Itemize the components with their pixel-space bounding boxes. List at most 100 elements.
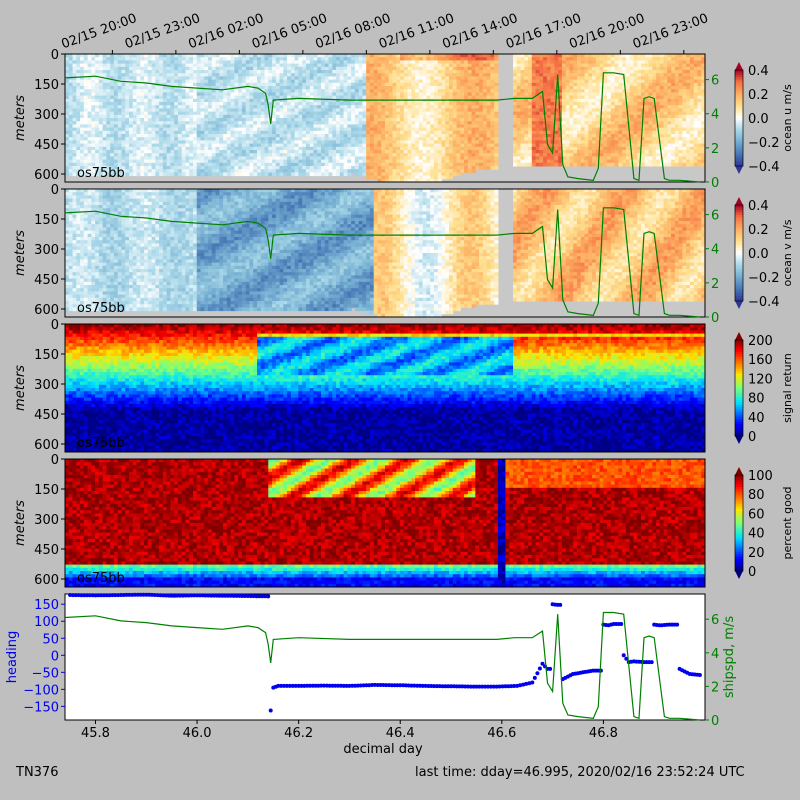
y-tick-label: 600 [34,438,59,453]
x-tick-label: 46.0 [183,726,212,741]
colorbar-tick-label: −0.2 [748,271,780,286]
y-tick-label: 0 [51,48,59,63]
colorbar-tick-label: 20 [748,546,765,561]
panels: 0150300450600metersos75bb64200.40.20.0−0… [5,48,794,757]
heading-point [558,603,562,607]
heading-point [269,709,273,713]
right-tick-label: 4 [711,108,719,123]
colorbar-tick-label: 120 [748,372,773,387]
colorbar-tick-label: 100 [748,469,773,484]
last-time-label: last time: dday=46.995, 2020/02/16 23:52… [415,765,745,780]
cruise-label: TN376 [16,765,58,780]
y-tick-label: 450 [34,138,59,153]
colorbar-max-arrow [735,197,743,205]
colorbar-tick-label: 40 [748,527,765,542]
heading-point [619,622,623,626]
colorbar-min-arrow [735,571,743,579]
y-tick-label: 600 [34,168,59,183]
colorbar-tick-label: −0.2 [748,136,780,151]
heading-point [548,667,552,671]
instrument-label: os75bb [77,166,125,181]
colorbar-tick-label: 40 [748,411,765,426]
colorbar-max-arrow [735,332,743,340]
colorbar-label: signal return [781,353,794,423]
colorbar-tick-label: 0 [748,565,756,580]
panel-v: 0150300450600metersos75bb64200.40.20.0−0… [13,183,794,326]
heading-point [266,594,270,598]
right-tick-label: 2 [711,142,719,157]
colorbar-tick-label: 80 [748,488,765,503]
heading-point [538,667,542,671]
x-tick-label: 45.8 [81,726,110,741]
y-tick-label: 150 [34,78,59,93]
y-tick-label: 150 [34,213,59,228]
y-tick-label: 450 [34,273,59,288]
heading-point [622,653,626,657]
y-tick-label: 600 [34,573,59,588]
colorbar-min-arrow [735,166,743,174]
x-axis-label: decimal day [343,742,423,757]
y-tick-label: 0 [51,318,59,333]
y-tick-label: −150 [23,700,59,715]
colorbar-tick-label: 0.2 [748,88,769,103]
right-tick-label: 2 [711,680,719,695]
colorbar-tick-label: 0.0 [748,112,769,127]
right-tick-label: 0 [711,176,719,191]
colorbar-label: ocean v m/s [781,219,794,286]
y-tick-label: 600 [34,303,59,318]
colorbar-tick-label: 0 [748,430,756,445]
x-tick-label: 46.4 [386,726,415,741]
heading-point [535,671,539,675]
right-tick-label: 6 [711,74,719,89]
y-axis-label: meters [13,230,28,276]
colorbar-min-arrow [735,301,743,309]
y-tick-label: −100 [23,683,59,698]
panel-heading: 150100500−50−100−150heading6420shipspd, … [5,593,737,757]
y-tick-label: 150 [34,598,59,613]
heading-point [533,676,537,680]
colorbar-tick-label: 0.0 [748,247,769,262]
colorbar-max-arrow [735,62,743,70]
colorbar-tick-label: −0.4 [748,160,780,175]
colorbar-tick-label: 0.4 [748,64,769,79]
colorbar-min-arrow [735,436,743,444]
panel-pg: 0150300450600metersos75bb100806040200per… [13,453,794,588]
heading-point [530,681,534,685]
y-tick-label: 150 [34,483,59,498]
right-tick-label: 2 [711,277,719,292]
y-axis-label: meters [13,500,28,546]
y-tick-label: 450 [34,408,59,423]
y-tick-label: 300 [34,378,59,393]
instrument-label: os75bb [77,436,125,451]
right-tick-label: 0 [711,311,719,326]
y-tick-label: 50 [42,632,59,647]
colorbar-tick-label: 0.4 [748,199,769,214]
colorbar-max-arrow [735,467,743,475]
right-tick-label: 4 [711,647,719,662]
colorbar-tick-label: 200 [748,334,773,349]
heading-point [650,660,654,664]
panel-amp: 0150300450600metersos75bb20016012080400s… [13,318,794,453]
colorbar-tick-label: 80 [748,392,765,407]
right-tick-label: 6 [711,613,719,628]
heatmap-cells [65,324,706,453]
y-tick-label: 0 [51,649,59,664]
y-tick-label: 300 [34,108,59,123]
colorbar-tick-label: 0.2 [748,223,769,238]
colorbar-tick-label: −0.4 [748,295,780,310]
y-tick-label: −50 [32,666,59,681]
x-tick-label: 46.8 [589,726,618,741]
y-tick-label: 150 [34,348,59,363]
y-tick-label: 450 [34,543,59,558]
x-tick-label: 46.2 [284,726,313,741]
y-tick-label: 300 [34,513,59,528]
instrument-label: os75bb [77,571,125,586]
right-tick-label: 4 [711,243,719,258]
heading-point [675,623,679,627]
heading-point [698,673,702,677]
y-tick-label: 300 [34,243,59,258]
